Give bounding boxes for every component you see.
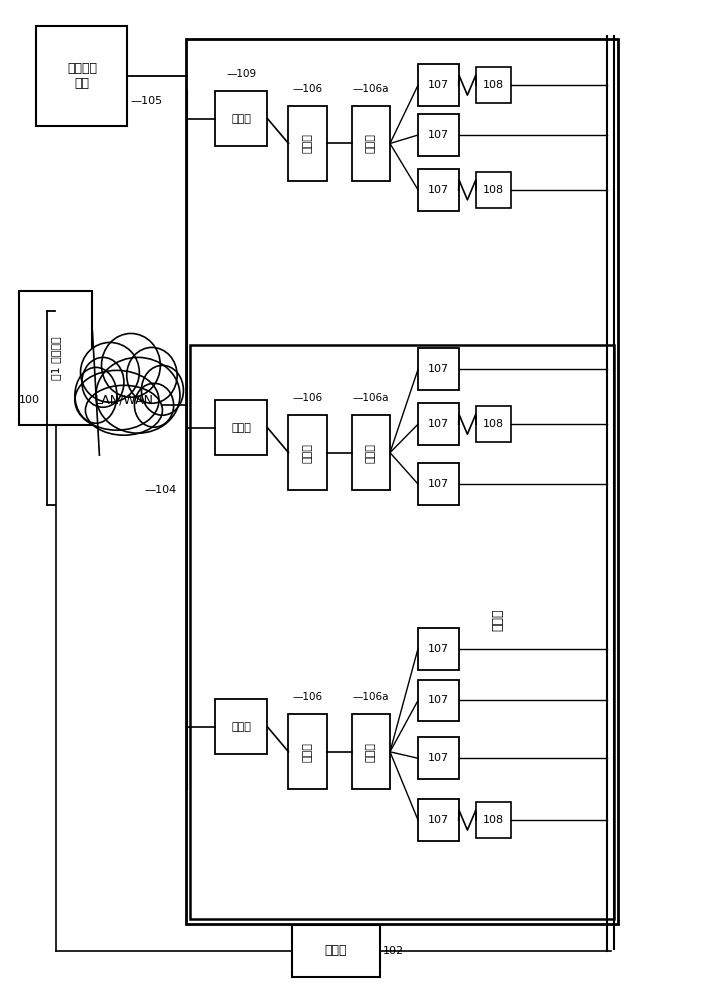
Text: 107: 107 xyxy=(427,815,449,825)
Bar xyxy=(288,106,327,181)
Ellipse shape xyxy=(86,385,162,435)
Text: 接线板: 接线板 xyxy=(366,742,376,762)
Text: —106a: —106a xyxy=(352,84,389,94)
Text: 107: 107 xyxy=(427,364,449,374)
Bar xyxy=(215,699,267,754)
Text: 107: 107 xyxy=(427,695,449,705)
Bar xyxy=(292,925,380,977)
Text: 102: 102 xyxy=(383,946,404,956)
Ellipse shape xyxy=(127,347,177,403)
Bar xyxy=(418,403,458,445)
Text: —105: —105 xyxy=(131,96,163,106)
Ellipse shape xyxy=(141,365,183,415)
Text: —106a: —106a xyxy=(352,393,389,403)
Bar xyxy=(418,64,458,106)
Bar xyxy=(476,406,511,442)
Ellipse shape xyxy=(101,333,160,397)
Bar xyxy=(288,714,327,789)
Bar xyxy=(352,415,390,490)
Text: 扫描仪: 扫描仪 xyxy=(325,944,347,957)
Bar xyxy=(215,91,267,146)
Text: 108: 108 xyxy=(483,80,504,90)
Ellipse shape xyxy=(96,357,180,433)
Bar xyxy=(476,802,511,838)
Text: 工作站: 工作站 xyxy=(491,608,505,631)
Text: 107: 107 xyxy=(427,479,449,489)
Ellipse shape xyxy=(75,367,117,423)
Text: 网络管理
系统: 网络管理 系统 xyxy=(67,62,97,90)
Text: 交换机: 交换机 xyxy=(231,423,251,433)
Text: 107: 107 xyxy=(427,185,449,195)
Text: —106a: —106a xyxy=(352,692,389,702)
Bar xyxy=(418,737,458,779)
Text: 交换机: 交换机 xyxy=(231,722,251,732)
Text: 107: 107 xyxy=(427,130,449,140)
Bar xyxy=(352,714,390,789)
Bar xyxy=(418,628,458,670)
Ellipse shape xyxy=(75,370,159,430)
Bar xyxy=(476,67,511,103)
Text: 108: 108 xyxy=(483,815,504,825)
Bar xyxy=(215,400,267,455)
Text: 接线板: 接线板 xyxy=(303,742,313,762)
Bar xyxy=(352,106,390,181)
Text: 层1 监控系统: 层1 监控系统 xyxy=(51,336,60,380)
Ellipse shape xyxy=(81,342,139,402)
Text: LAN/WAN: LAN/WAN xyxy=(94,394,153,407)
Bar xyxy=(37,26,127,126)
Text: —106: —106 xyxy=(292,84,323,94)
Text: —104: —104 xyxy=(145,485,177,495)
Bar xyxy=(418,799,458,841)
Ellipse shape xyxy=(134,383,174,427)
Text: 107: 107 xyxy=(427,80,449,90)
Text: 108: 108 xyxy=(483,419,504,429)
Text: 接线板: 接线板 xyxy=(366,134,376,153)
Bar xyxy=(418,348,458,390)
Bar xyxy=(186,39,617,924)
Text: —106: —106 xyxy=(292,393,323,403)
Text: 107: 107 xyxy=(427,753,449,763)
Bar xyxy=(476,172,511,208)
Text: 接线板: 接线板 xyxy=(303,443,313,463)
Text: 107: 107 xyxy=(427,419,449,429)
Bar xyxy=(191,345,614,919)
Text: 100: 100 xyxy=(19,395,40,405)
Text: 107: 107 xyxy=(427,644,449,654)
Text: 108: 108 xyxy=(483,185,504,195)
Bar xyxy=(418,169,458,211)
Ellipse shape xyxy=(82,357,124,407)
Bar xyxy=(288,415,327,490)
Text: 接线板: 接线板 xyxy=(303,134,313,153)
Bar xyxy=(19,291,92,425)
Text: —109: —109 xyxy=(226,69,257,79)
Bar xyxy=(418,463,458,505)
Bar xyxy=(418,680,458,721)
Text: 交换机: 交换机 xyxy=(231,114,251,124)
Bar xyxy=(418,114,458,156)
Text: —106: —106 xyxy=(292,692,323,702)
Text: 接线板: 接线板 xyxy=(366,443,376,463)
